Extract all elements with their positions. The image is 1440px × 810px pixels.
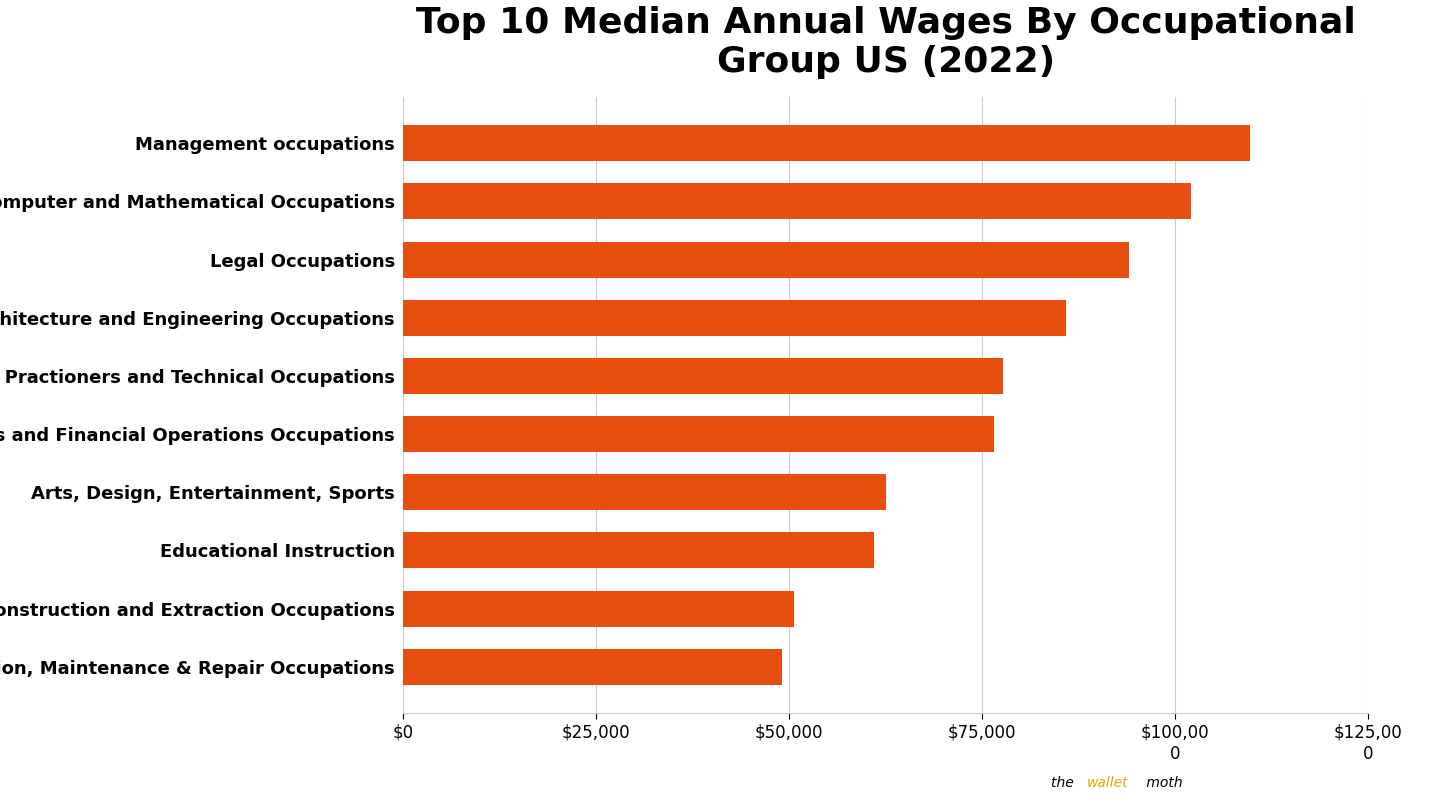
Bar xyxy=(403,416,994,452)
Bar xyxy=(403,532,874,569)
Bar xyxy=(403,300,1066,336)
Bar xyxy=(403,183,1191,220)
Text: the: the xyxy=(1051,776,1079,790)
Bar xyxy=(403,649,782,684)
Text: wallet: wallet xyxy=(1087,776,1129,790)
Text: moth: moth xyxy=(1142,776,1182,790)
Bar xyxy=(403,126,1250,161)
Bar xyxy=(403,358,1004,394)
Bar xyxy=(403,590,793,627)
Bar xyxy=(403,474,886,510)
Bar xyxy=(403,241,1129,278)
Title: Top 10 Median Annual Wages By Occupational
Group US (2022): Top 10 Median Annual Wages By Occupation… xyxy=(416,6,1355,79)
